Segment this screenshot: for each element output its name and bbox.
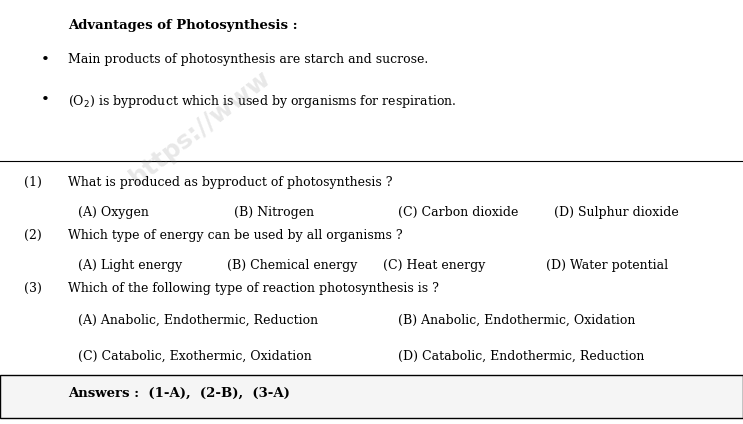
Text: Main products of photosynthesis are starch and sucrose.: Main products of photosynthesis are star… [68,53,429,66]
Text: (D) Sulphur dioxide: (D) Sulphur dioxide [554,206,678,219]
Text: (C) Heat energy: (C) Heat energy [383,259,485,272]
Text: (D) Catabolic, Endothermic, Reduction: (D) Catabolic, Endothermic, Reduction [398,350,644,363]
Text: (B) Nitrogen: (B) Nitrogen [234,206,314,219]
Text: •: • [41,93,50,107]
Text: (D) Water potential: (D) Water potential [546,259,668,272]
Text: (B) Chemical energy: (B) Chemical energy [227,259,357,272]
Text: Advantages of Photosynthesis :: Advantages of Photosynthesis : [68,19,298,32]
Text: (A) Oxygen: (A) Oxygen [78,206,149,219]
Text: Which type of energy can be used by all organisms ?: Which type of energy can be used by all … [68,229,403,242]
FancyBboxPatch shape [0,375,743,418]
Text: (C) Catabolic, Exothermic, Oxidation: (C) Catabolic, Exothermic, Oxidation [78,350,312,363]
Text: Which of the following type of reaction photosynthesis is ?: Which of the following type of reaction … [68,282,439,295]
Text: Answers :  (1-A),  (2-B),  (3-A): Answers : (1-A), (2-B), (3-A) [68,387,291,400]
Text: (B) Anabolic, Endothermic, Oxidation: (B) Anabolic, Endothermic, Oxidation [398,314,635,327]
Text: https://www: https://www [126,65,276,190]
Text: (2): (2) [24,229,42,242]
Text: (1): (1) [24,176,42,189]
Text: (C) Carbon dioxide: (C) Carbon dioxide [398,206,518,219]
Text: (3): (3) [24,282,42,295]
Text: •: • [41,53,50,67]
Text: What is produced as byproduct of photosynthesis ?: What is produced as byproduct of photosy… [68,176,393,189]
Text: (A) Anabolic, Endothermic, Reduction: (A) Anabolic, Endothermic, Reduction [78,314,318,327]
Text: (A) Light energy: (A) Light energy [78,259,182,272]
Text: (O$_2$) is byproduct which is used by organisms for respiration.: (O$_2$) is byproduct which is used by or… [68,93,457,110]
